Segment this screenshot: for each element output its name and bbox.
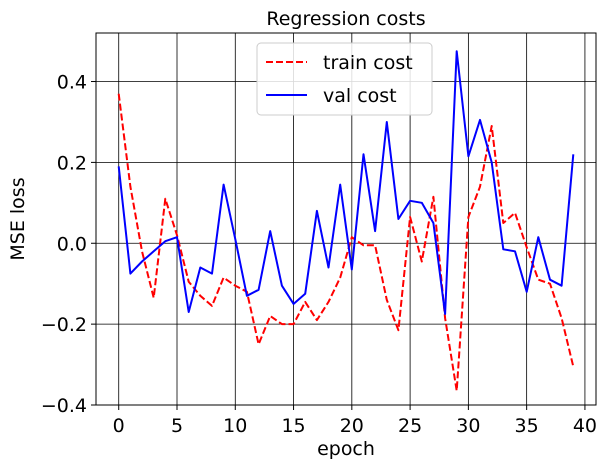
ticks: 0 5 10 15 20 25 30 35 40 −0.4 −0.2 0.0 0.2 0.4 bbox=[41, 72, 597, 437]
y-tick-label: 0.4 bbox=[57, 72, 87, 94]
legend-label-train-cost: train cost bbox=[323, 52, 413, 74]
y-tick-label: −0.2 bbox=[41, 314, 87, 336]
series-layer bbox=[117, 50, 575, 392]
x-tick-label: 35 bbox=[515, 415, 539, 437]
x-tick-label: 15 bbox=[281, 415, 305, 437]
legend: train cost val cost bbox=[256, 42, 433, 116]
legend-label-val-cost: val cost bbox=[323, 85, 397, 107]
y-axis-label: MSE loss bbox=[7, 177, 29, 260]
x-tick-label: 5 bbox=[171, 415, 183, 437]
x-tick-label: 0 bbox=[113, 415, 125, 437]
y-tick-label: −0.4 bbox=[41, 395, 87, 417]
plot-frame bbox=[95, 32, 597, 406]
series-line-val-cost bbox=[117, 50, 575, 315]
x-tick-label: 20 bbox=[340, 415, 364, 437]
x-tick-label: 25 bbox=[398, 415, 422, 437]
x-tick-label: 30 bbox=[456, 415, 480, 437]
legend-items: train cost val cost bbox=[266, 52, 413, 107]
x-tick-label: 10 bbox=[223, 415, 247, 437]
x-axis-label: epoch bbox=[317, 438, 375, 460]
x-tick-label: 40 bbox=[573, 415, 597, 437]
y-tick-label: 0.0 bbox=[57, 233, 87, 255]
chart-title: Regression costs bbox=[266, 8, 425, 30]
y-tick-label: 0.2 bbox=[57, 152, 87, 174]
